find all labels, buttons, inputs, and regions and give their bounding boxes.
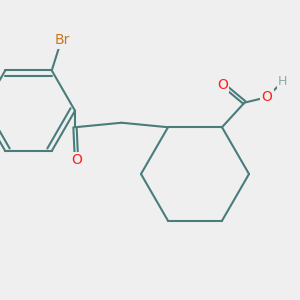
Text: O: O [218, 78, 228, 92]
Text: O: O [262, 90, 272, 104]
Text: Br: Br [55, 34, 70, 47]
Text: O: O [71, 153, 82, 167]
Text: H: H [278, 75, 287, 88]
